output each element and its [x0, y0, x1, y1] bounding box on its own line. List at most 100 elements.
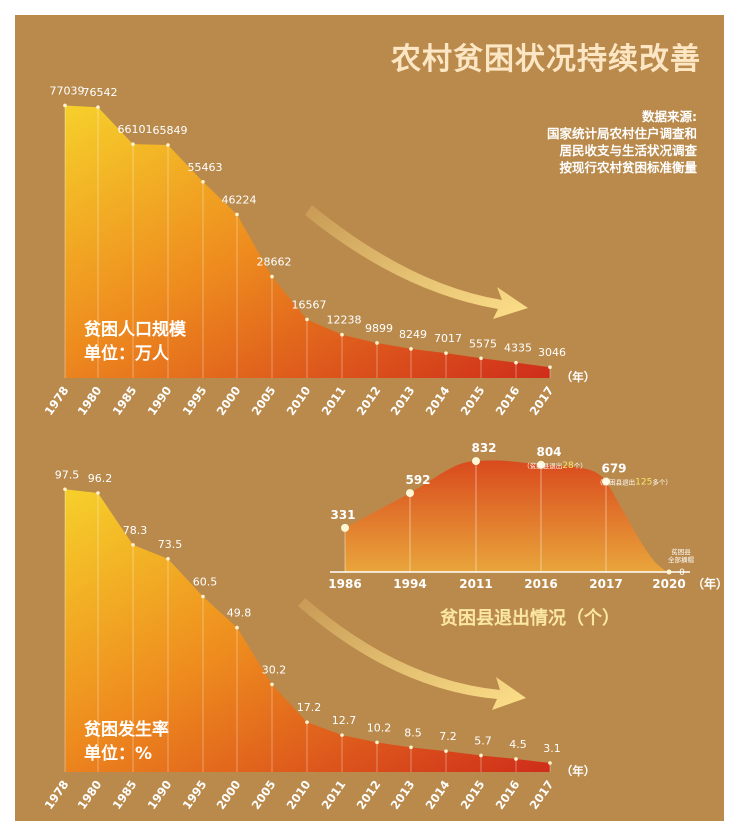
value-label: 10.2: [367, 721, 392, 734]
data-point: [375, 740, 379, 745]
value-label: 28662: [257, 256, 292, 269]
data-point: [305, 317, 309, 322]
chart-county-exit: 331 1986 592 1994 832 2011 804 2016 679 2017 20200…: [328, 441, 728, 591]
x-tick-label: 2017: [527, 384, 557, 418]
trend-arrow-lower: [298, 598, 526, 710]
county-data-point: [602, 477, 610, 486]
x-tick-label: 2015: [458, 384, 488, 418]
population-chart-label: 贫困人口规模 单位：万人: [84, 318, 186, 366]
value-label: 17.2: [297, 701, 322, 714]
data-point: [375, 341, 379, 345]
x-tick-label: 1980: [75, 778, 105, 812]
x-tick-label: 2011: [319, 384, 349, 418]
value-label: 66101: [118, 123, 153, 136]
x-tick-label: 2015: [458, 778, 488, 812]
rate-chart-label: 贫困发生率 单位：%: [84, 718, 169, 766]
value-label: 76542: [83, 86, 118, 99]
x-unit-label: （年）: [561, 764, 596, 778]
annotation-highlight: 125: [635, 477, 652, 487]
county-value-label: 0: [679, 568, 685, 578]
x-tick-label: 2016: [493, 384, 523, 418]
chart-poverty-population: 77039 1978 76542 1980 66101 1985 65849 1990 5546…: [42, 84, 596, 417]
data-point: [131, 142, 135, 146]
x-tick-label: 1995: [180, 384, 210, 418]
x-tick-label: 2010: [284, 384, 314, 418]
value-label: 30.2: [262, 663, 287, 676]
county-value-label: 832: [471, 441, 496, 455]
data-point: [270, 682, 274, 687]
value-label: 8249: [399, 328, 427, 341]
x-tick-label: 1980: [75, 384, 105, 418]
data-point: [479, 356, 483, 361]
x-tick-label: 1978: [42, 384, 72, 418]
data-point: [409, 745, 413, 750]
data-point: [131, 543, 135, 547]
poster-title: 农村贫困状况持续改善: [391, 42, 701, 77]
data-point: [305, 720, 309, 724]
county-area-fill: [345, 460, 669, 572]
annotation-text: 个）: [574, 462, 587, 470]
county-annotation-2020: 贫困县: [671, 547, 691, 556]
county-x-tick-label: 1986: [328, 577, 361, 591]
x-tick-label: 2017: [527, 778, 557, 812]
county-value-label: 331: [330, 508, 355, 522]
x-tick-label: 1995: [180, 778, 210, 812]
value-label: 7.2: [439, 730, 457, 743]
value-label: 7017: [434, 332, 462, 345]
data-point: [201, 179, 205, 184]
data-point: [166, 143, 170, 147]
x-tick-label: 1985: [110, 778, 140, 812]
data-point: [96, 105, 100, 110]
x-tick-label: 2012: [354, 384, 384, 418]
data-point: [340, 332, 344, 337]
county-x-tick-label: 2020: [652, 577, 685, 591]
value-label: 12.7: [332, 714, 357, 727]
county-value-label: 679: [601, 461, 626, 475]
county-data-point: [341, 523, 349, 532]
value-label: 65849: [153, 124, 188, 137]
source-line: 数据来源:: [642, 109, 697, 124]
population-chart-unit: 单位：万人: [84, 344, 169, 364]
county-annotation-2020: 全部摘帽: [668, 555, 695, 564]
population-chart-title: 贫困人口规模: [84, 320, 186, 340]
source-line: 国家统计局农村住户调查和: [546, 126, 697, 141]
county-data-point: [472, 457, 480, 466]
x-tick-label: 2000: [214, 778, 244, 812]
value-label: 3046: [538, 346, 566, 359]
value-label: 60.5: [193, 576, 218, 589]
x-tick-label: 2012: [354, 778, 384, 812]
value-label: 77039: [50, 84, 85, 97]
data-point: [444, 351, 448, 355]
data-point: [63, 103, 67, 108]
value-label: 3.1: [543, 742, 561, 755]
value-label: 12238: [327, 314, 362, 327]
county-data-point: [406, 489, 414, 498]
value-label: 97.5: [55, 468, 80, 481]
rate-chart-unit: 单位：%: [84, 744, 153, 764]
x-tick-label: 2005: [249, 384, 279, 418]
value-label: 78.3: [123, 524, 148, 537]
trend-arrow-upper: [305, 205, 528, 319]
data-point: [444, 749, 448, 753]
data-point: [166, 557, 170, 561]
data-point: [201, 594, 205, 599]
x-tick-label: 2005: [249, 778, 279, 812]
value-label: 96.2: [88, 472, 113, 485]
data-point: [514, 360, 518, 365]
county-value-label: 592: [405, 473, 430, 487]
data-point: [548, 365, 552, 370]
value-label: 55463: [188, 161, 223, 174]
area-fill: [65, 489, 550, 772]
area-fill: [65, 105, 550, 378]
data-point: [96, 491, 100, 495]
annotation-text: 多个）: [652, 477, 672, 486]
data-point: [479, 753, 483, 758]
county-x-tick-label: 1994: [393, 577, 426, 591]
x-tick-label: 2013: [388, 384, 418, 418]
data-point: [514, 757, 518, 761]
value-label: 8.5: [404, 726, 422, 739]
source-line: 按现行农村贫困标准衡量: [559, 160, 697, 175]
value-label: 46224: [222, 193, 257, 206]
